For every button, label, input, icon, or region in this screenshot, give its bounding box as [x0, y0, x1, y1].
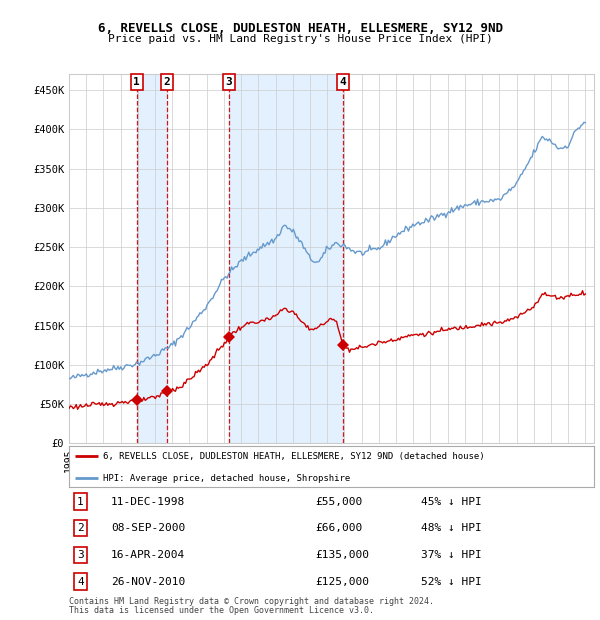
Text: 3: 3 [77, 550, 84, 560]
Text: 45% ↓ HPI: 45% ↓ HPI [421, 497, 482, 507]
Text: Contains HM Land Registry data © Crown copyright and database right 2024.: Contains HM Land Registry data © Crown c… [69, 597, 434, 606]
Text: 37% ↓ HPI: 37% ↓ HPI [421, 550, 482, 560]
Text: £55,000: £55,000 [316, 497, 363, 507]
Text: 2: 2 [164, 77, 170, 87]
Text: 4: 4 [340, 77, 346, 87]
Text: 1: 1 [77, 497, 84, 507]
Text: £135,000: £135,000 [316, 550, 370, 560]
Bar [229, 74, 343, 443]
Text: 16-APR-2004: 16-APR-2004 [111, 550, 185, 560]
Bar [137, 74, 167, 443]
Text: 08-SEP-2000: 08-SEP-2000 [111, 523, 185, 533]
Text: 11-DEC-1998: 11-DEC-1998 [111, 497, 185, 507]
Text: 26-NOV-2010: 26-NOV-2010 [111, 577, 185, 587]
Text: 6, REVELLS CLOSE, DUDLESTON HEATH, ELLESMERE, SY12 9ND (detached house): 6, REVELLS CLOSE, DUDLESTON HEATH, ELLES… [103, 453, 485, 461]
Text: 4: 4 [77, 577, 84, 587]
Text: This data is licensed under the Open Government Licence v3.0.: This data is licensed under the Open Gov… [69, 606, 374, 615]
Text: 52% ↓ HPI: 52% ↓ HPI [421, 577, 482, 587]
Text: £66,000: £66,000 [316, 523, 363, 533]
Text: 1: 1 [133, 77, 140, 87]
Text: 48% ↓ HPI: 48% ↓ HPI [421, 523, 482, 533]
Text: HPI: Average price, detached house, Shropshire: HPI: Average price, detached house, Shro… [103, 474, 350, 483]
Text: 2: 2 [77, 523, 84, 533]
Text: £125,000: £125,000 [316, 577, 370, 587]
Text: 6, REVELLS CLOSE, DUDLESTON HEATH, ELLESMERE, SY12 9ND: 6, REVELLS CLOSE, DUDLESTON HEATH, ELLES… [97, 22, 503, 35]
Text: 3: 3 [226, 77, 232, 87]
Text: Price paid vs. HM Land Registry's House Price Index (HPI): Price paid vs. HM Land Registry's House … [107, 34, 493, 44]
